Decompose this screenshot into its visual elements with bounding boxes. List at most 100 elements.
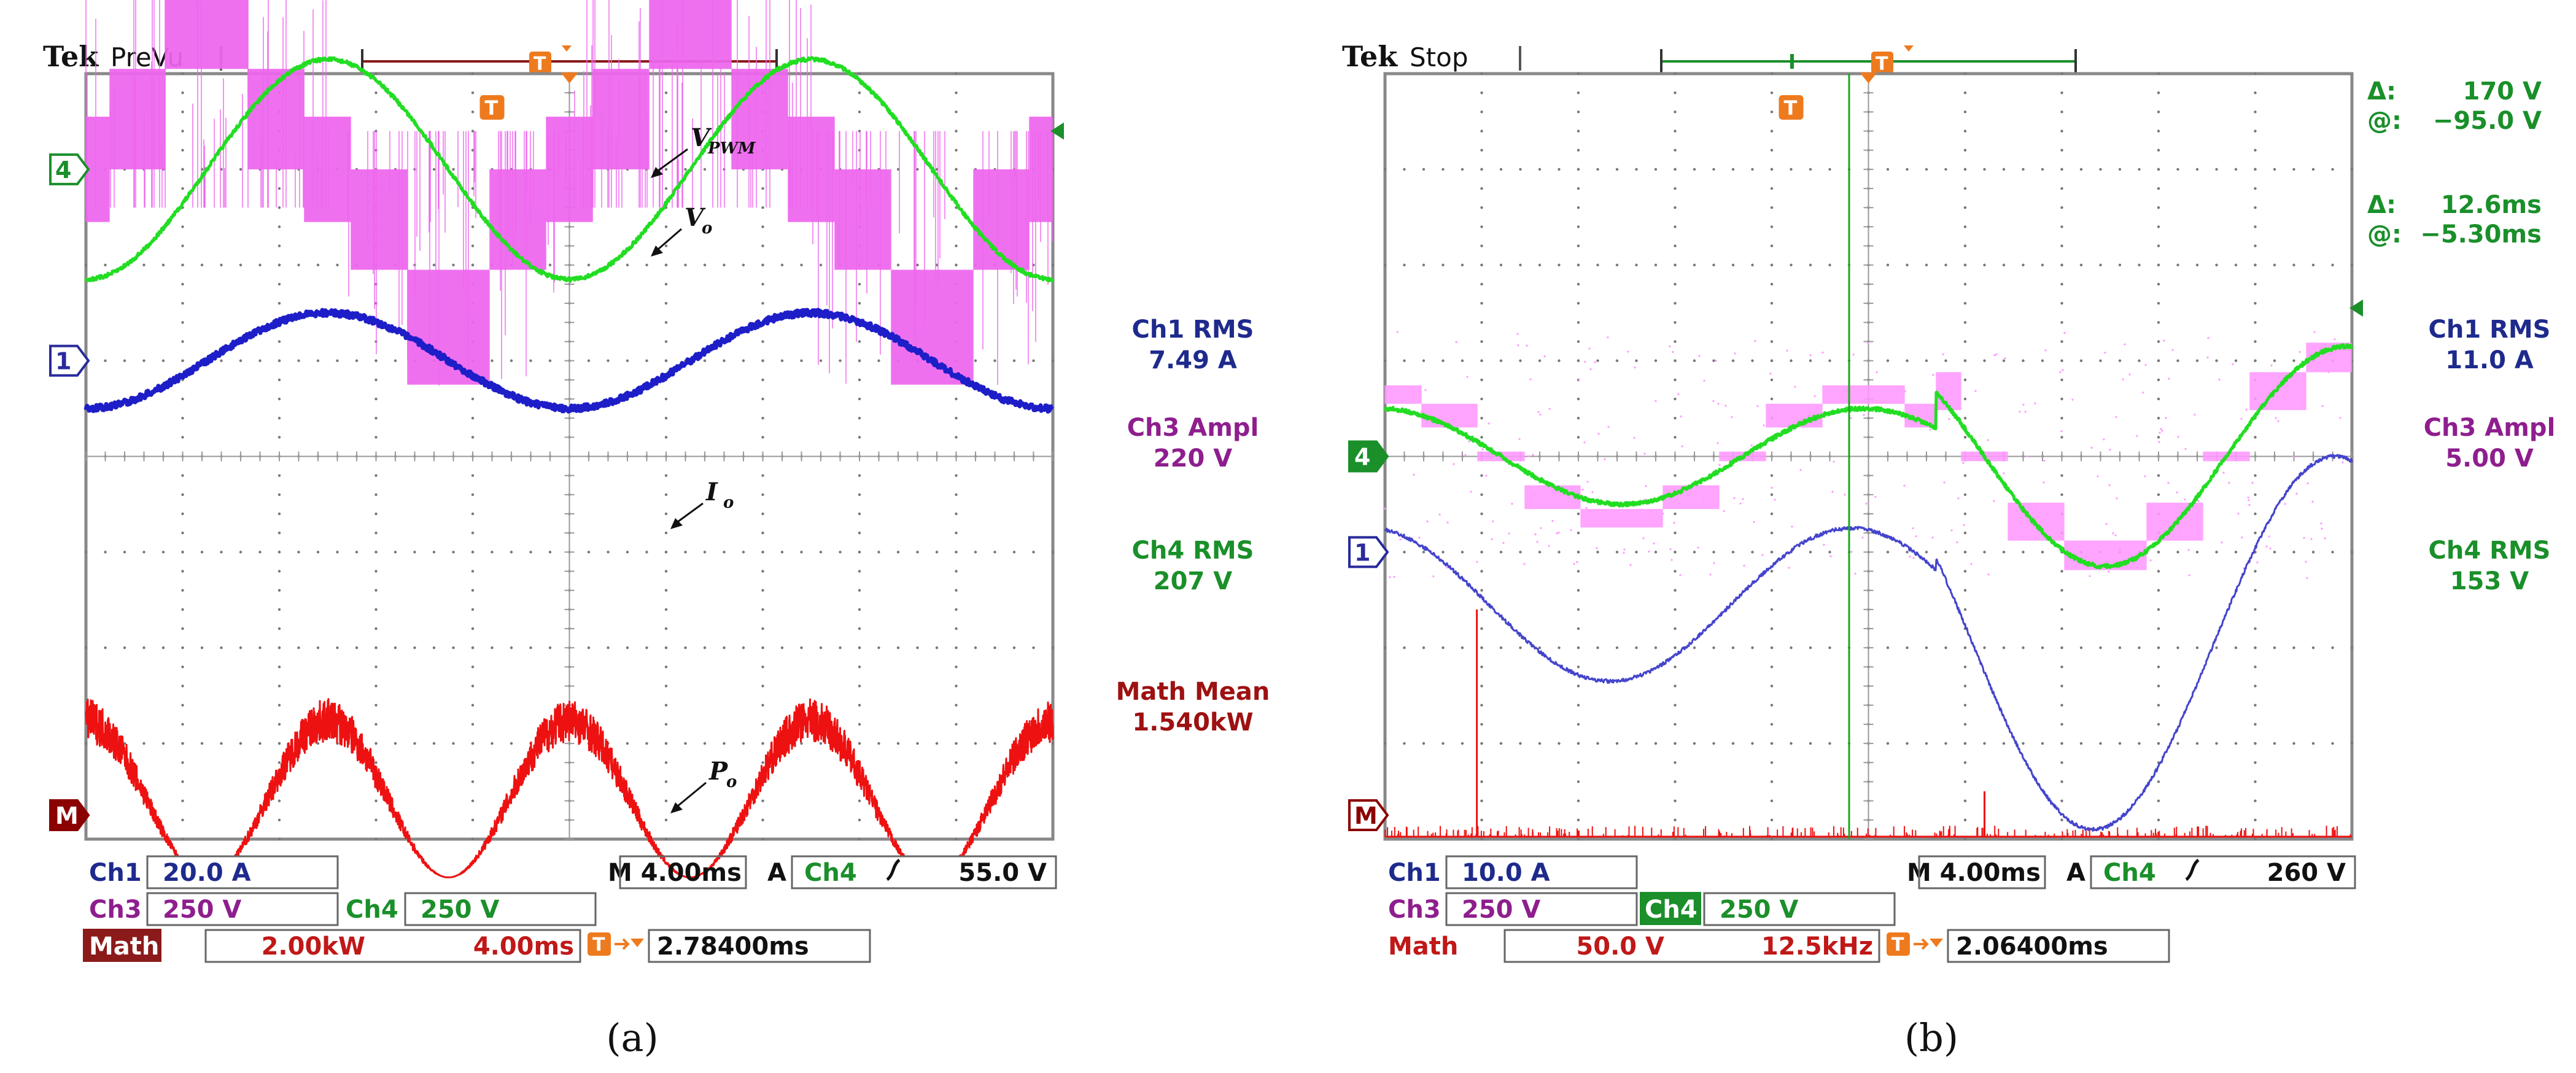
grid-dot bbox=[1693, 168, 1696, 171]
grid-dot bbox=[1983, 646, 1986, 649]
grid-dot bbox=[1538, 646, 1542, 649]
grid-dot bbox=[2022, 551, 2025, 554]
grid-dot bbox=[1461, 551, 1464, 554]
grid-dot bbox=[181, 742, 184, 745]
grid-dot bbox=[258, 551, 262, 554]
grid-dot bbox=[742, 263, 745, 266]
grid-dot bbox=[2138, 263, 2141, 266]
grid-dot bbox=[336, 263, 339, 266]
grid-dot bbox=[1963, 416, 1967, 420]
grid-dot bbox=[1674, 837, 1677, 841]
pwm-dot bbox=[1488, 422, 1490, 425]
pwm-dot bbox=[1526, 344, 1528, 347]
grid-dot bbox=[858, 378, 861, 381]
grid-dot bbox=[819, 263, 823, 266]
grid-dot bbox=[277, 187, 281, 190]
trigger-pos-icon bbox=[588, 932, 611, 956]
grid-dot bbox=[1963, 149, 1967, 152]
grid-dot bbox=[664, 110, 668, 114]
grid-dot bbox=[452, 168, 455, 171]
grid-dot bbox=[664, 397, 668, 401]
grid-dot bbox=[1963, 684, 1967, 688]
grid-dot bbox=[2060, 72, 2063, 76]
grid-dot bbox=[2215, 263, 2218, 266]
grid-dot bbox=[955, 168, 958, 171]
grid-dot bbox=[1790, 742, 1793, 745]
grid-dot bbox=[761, 474, 764, 477]
grid-dot bbox=[1828, 646, 1831, 649]
grid-dot bbox=[374, 799, 378, 802]
grid-dot bbox=[1963, 780, 1967, 783]
grid-dot bbox=[1674, 149, 1677, 152]
grid-dot bbox=[2254, 321, 2257, 324]
grid-dot bbox=[471, 244, 475, 247]
grid-dot bbox=[1577, 512, 1580, 516]
grid-dot bbox=[1480, 263, 1483, 266]
pwm-dot bbox=[1446, 521, 1449, 524]
grid-dot bbox=[2157, 589, 2160, 592]
grid-dot bbox=[1422, 742, 1426, 745]
grid-dot bbox=[858, 282, 861, 286]
grid-dot bbox=[1770, 301, 1774, 305]
grid-dot bbox=[181, 551, 184, 554]
grid-dot bbox=[2254, 91, 2257, 95]
grid-dot bbox=[1577, 110, 1580, 114]
grid-dot bbox=[1577, 340, 1580, 343]
grid-dot bbox=[471, 416, 475, 420]
grid-dot bbox=[1538, 551, 1542, 554]
grid-dot bbox=[355, 551, 359, 554]
grid-dot bbox=[2331, 551, 2334, 554]
grid-dot bbox=[548, 359, 552, 362]
pwm-dot bbox=[1558, 532, 1560, 534]
grid-dot bbox=[1499, 263, 1503, 266]
grid-dot bbox=[2273, 359, 2276, 362]
grid-dot bbox=[742, 742, 745, 745]
grid-dot bbox=[277, 282, 281, 286]
grid-dot bbox=[858, 589, 861, 592]
grid-dot bbox=[1480, 359, 1483, 362]
pwm-dot bbox=[1963, 524, 1965, 527]
pwm-dot bbox=[2004, 357, 2006, 360]
grid-dot bbox=[1674, 799, 1677, 802]
pwm-dot bbox=[2089, 575, 2091, 578]
grid-dot bbox=[1963, 91, 1967, 95]
pwm-dot bbox=[2090, 446, 2093, 449]
grid-dot bbox=[1480, 225, 1483, 228]
grid-dot bbox=[664, 359, 668, 362]
grid-dot bbox=[1963, 359, 1967, 362]
grid-dot bbox=[1480, 91, 1483, 95]
grid-dot bbox=[2060, 149, 2063, 152]
grid-dot bbox=[955, 742, 958, 745]
pwm-dot bbox=[2043, 481, 2045, 484]
grid-dot bbox=[761, 589, 764, 592]
grid-dot bbox=[916, 551, 919, 554]
trigger-level-letter: T bbox=[485, 96, 499, 120]
grid-dot bbox=[529, 551, 532, 554]
grid-dot bbox=[2118, 263, 2122, 266]
series-ch3-pwm bbox=[1384, 331, 2352, 579]
channel-marker-label: 4 bbox=[55, 157, 71, 184]
grid-dot bbox=[2157, 110, 2160, 114]
pwm-dot bbox=[2115, 416, 2117, 419]
pwm-dot bbox=[1903, 484, 1906, 487]
grid-dot bbox=[1499, 551, 1503, 554]
grid-dot bbox=[2060, 436, 2063, 439]
grid-dot bbox=[374, 72, 378, 76]
grid-dot bbox=[761, 608, 764, 611]
grid-dot bbox=[1654, 646, 1658, 649]
grid-dot bbox=[2254, 130, 2257, 133]
setting-trigger-level: 55.0 V bbox=[958, 859, 1047, 887]
grid-dot bbox=[374, 570, 378, 573]
grid-dot bbox=[2254, 263, 2257, 266]
grid-dot bbox=[858, 493, 861, 497]
grid-dot bbox=[374, 742, 378, 745]
grid-dot bbox=[858, 416, 861, 420]
grid-dot bbox=[1383, 168, 1387, 171]
pwm-dot bbox=[1634, 366, 1636, 369]
pwm-dot bbox=[1680, 415, 1682, 418]
grid-dot bbox=[1519, 263, 1522, 266]
grid-dot bbox=[123, 742, 126, 745]
grid-dot bbox=[1596, 551, 1599, 554]
pwm-dot bbox=[1540, 527, 1542, 529]
grid-dot bbox=[1983, 551, 1986, 554]
